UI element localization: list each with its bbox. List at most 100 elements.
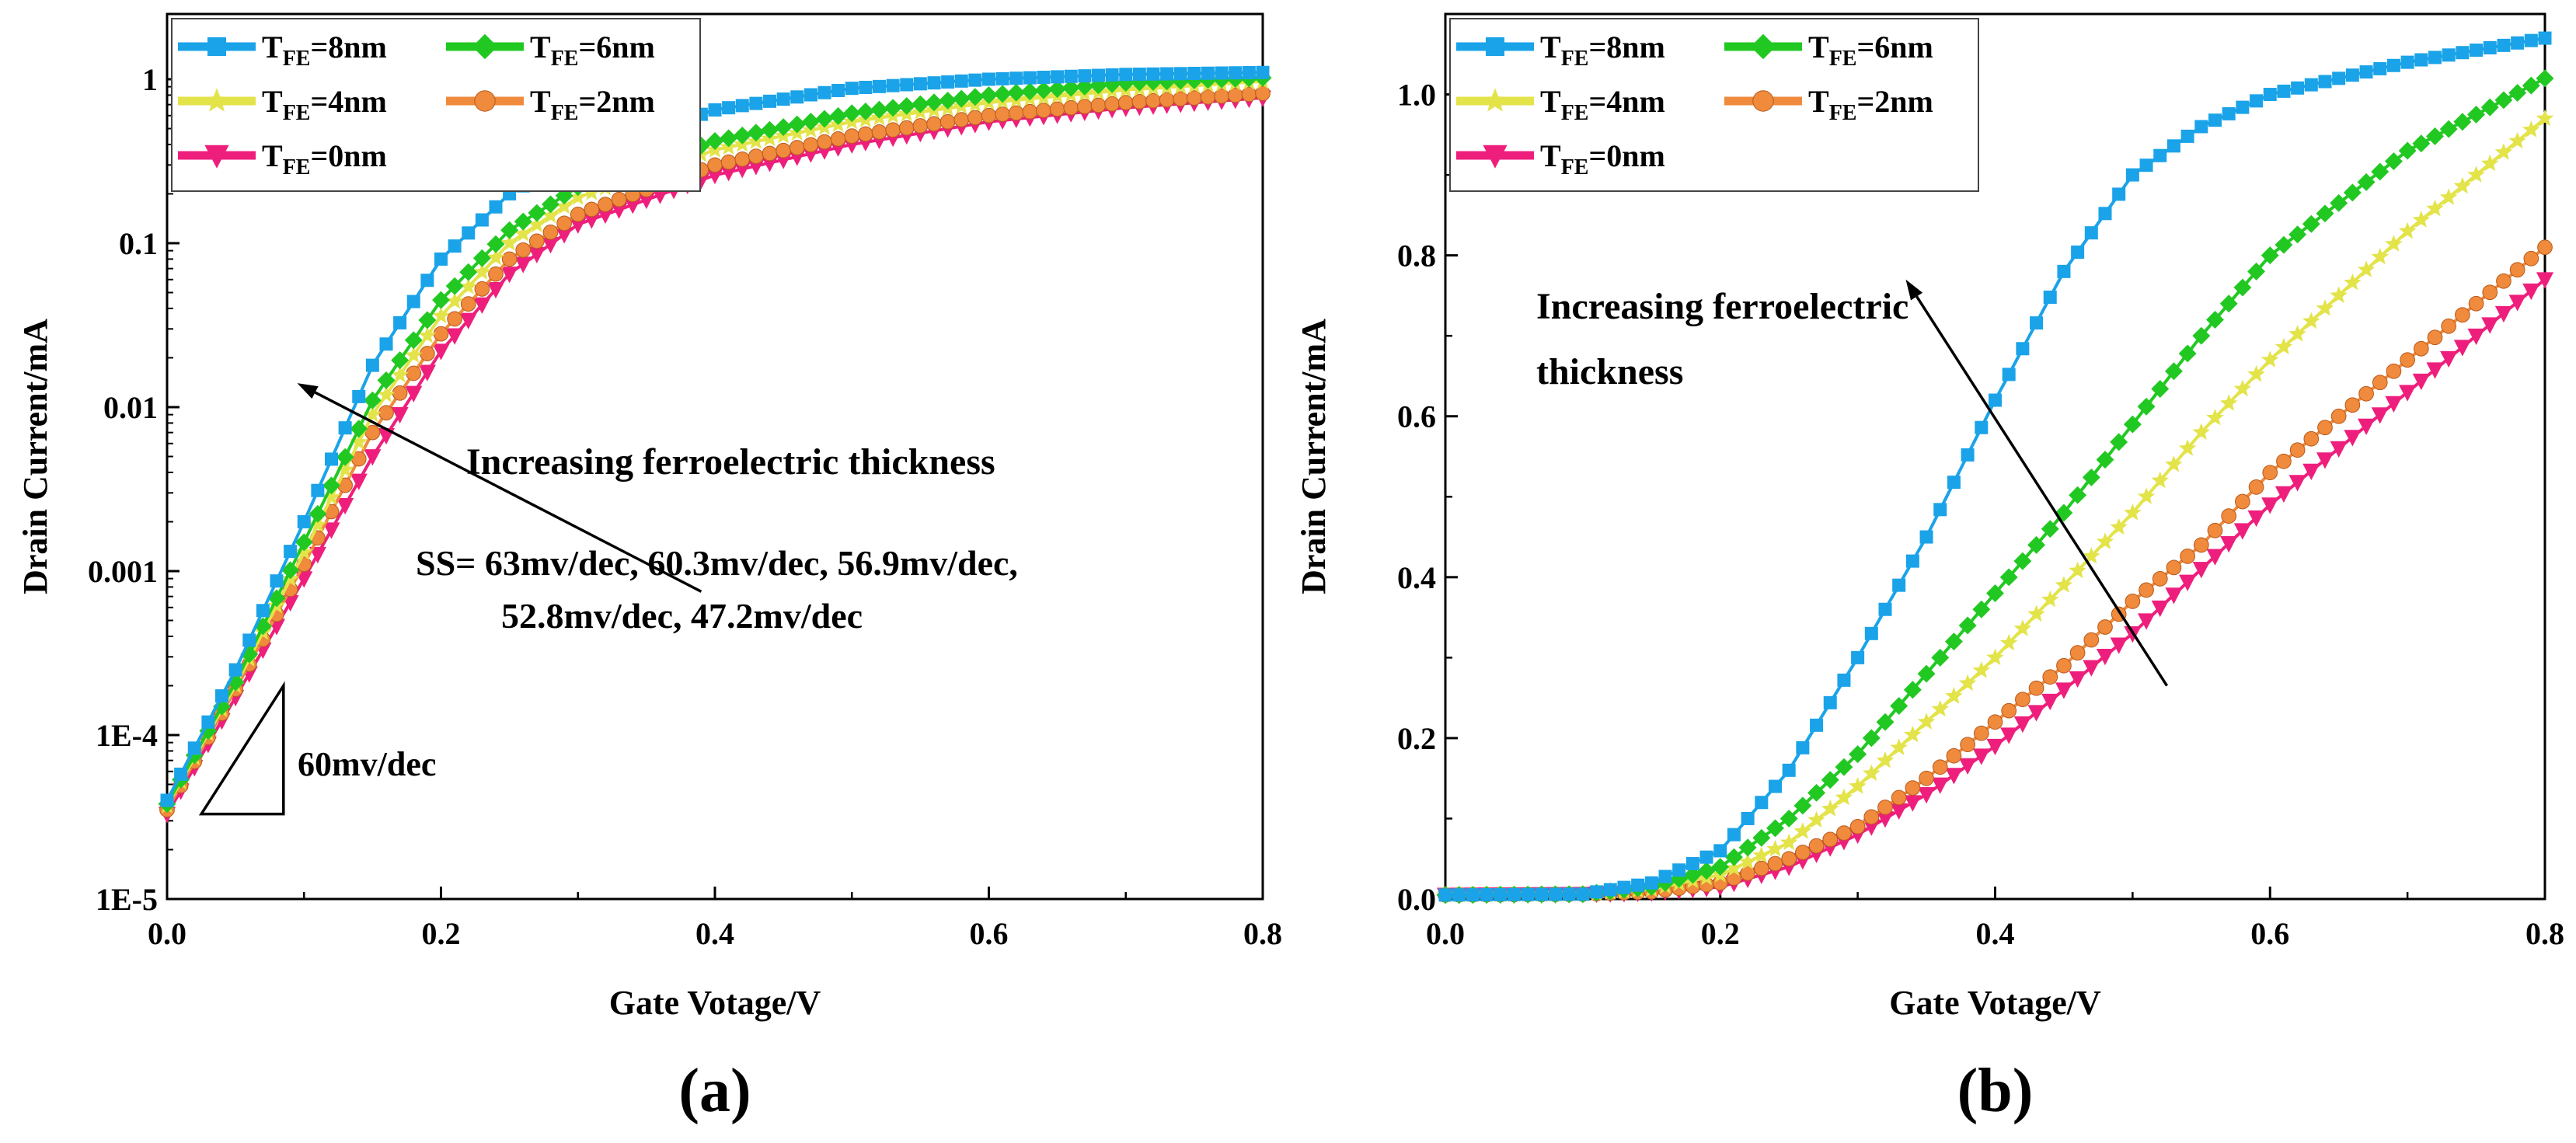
panel-b-t8-point (1603, 883, 1617, 897)
panel-a-t4-point (432, 306, 450, 324)
panel-a-t2-point (598, 197, 613, 212)
panel-a-t2-point (406, 365, 422, 382)
panel-a-t0-point (624, 197, 642, 214)
panel-a-t6-point (801, 113, 820, 131)
panel-b-t4-point (1931, 699, 1950, 717)
panel-b-t8-point (1727, 828, 1741, 842)
panel-a-t8-point (256, 604, 270, 618)
panel-a-t8-point (228, 663, 242, 677)
panel-a-t2-point (1131, 94, 1148, 110)
panel-b-t2-point (2523, 250, 2539, 267)
panel-b-t2-point (2235, 493, 2250, 510)
panel-b-t6-point (2426, 127, 2444, 145)
panel-a-y-tick-label: 0.01 (103, 390, 158, 425)
panel-a-t6-point (856, 102, 875, 120)
panel-b-t4-point (2055, 576, 2073, 593)
panel-a-t8-point (1105, 68, 1119, 82)
panel-a-y-tick-label: 0.001 (88, 554, 158, 589)
panel-b-t8-point (2456, 46, 2470, 60)
panel-b-t2-point (1987, 714, 2003, 730)
panel-a-t6-point (363, 391, 382, 409)
panel-b-t8-point (1521, 887, 1535, 901)
panel-b-t8-point (1549, 887, 1562, 901)
panel-b-t8-point (1452, 888, 1466, 902)
panel-a-t8-point (749, 96, 763, 110)
panel-a-legend: TFE=8nm TFE=6nm TFE=4nm TFE=2nm TFE=0nm (171, 18, 701, 192)
panel-b-t6-point (1807, 783, 1826, 802)
panel-b-t4-point (1917, 713, 1936, 730)
panel-b-t6-point (2055, 504, 2073, 522)
panel-b-t4-point (2494, 143, 2513, 160)
panel-b-t8-point (2277, 84, 2291, 98)
panel-a-t2-point (858, 126, 873, 142)
panel-b-t8-point (2194, 120, 2208, 134)
panel-b-series-t8 (1438, 31, 2552, 902)
panel-a-t4-point (528, 215, 546, 233)
panel-a-t6-point (308, 504, 327, 523)
panel-b-t0-point (1945, 768, 1963, 785)
panel-a-t8-point (284, 545, 298, 559)
panel-a-t6-point (459, 263, 478, 281)
panel-b-t8-point (1494, 887, 1508, 901)
panel-b-t4-point (2206, 408, 2224, 426)
panel-b-t8-point (2414, 53, 2428, 67)
panel-b-t6-point (2206, 310, 2224, 329)
panel-a-t8-point (1229, 66, 1243, 80)
panel-a-t0-point (500, 267, 518, 284)
panel-a-t8-point (859, 81, 873, 95)
panel-a-t6-point (377, 371, 396, 389)
panel-b-t0-point (2220, 535, 2238, 553)
panel-b-t6-point (2522, 76, 2540, 95)
panel-a-t0-point (542, 236, 559, 254)
panel-a-legend-entry-t8: TFE=8nm (178, 30, 387, 71)
panel-b-series-t6 (1436, 69, 2554, 904)
panel-b-t2-point (2166, 559, 2182, 576)
panel-b-series-t4-line (1445, 117, 2546, 897)
panel-a-t2-point (776, 142, 791, 159)
panel-a-t2-point (967, 110, 983, 126)
panel-a-t0-point (336, 498, 354, 515)
panel-a-t6-point (1144, 72, 1163, 91)
panel-a-t6-point (528, 204, 546, 222)
panel-b-t2-point (2468, 295, 2484, 312)
panel-a-t2-point (515, 242, 532, 258)
panel-a-t0-point (459, 312, 477, 329)
panel-b-t8-point (2057, 264, 2071, 278)
panel-a-t8-point (1187, 67, 1201, 81)
panel-a-t6-point (1103, 75, 1121, 93)
panel-a-t6-point (1048, 80, 1067, 99)
panel-b-t4-point (2096, 532, 2114, 549)
panel-a-x-axis-label: Gate Votage/V (609, 984, 821, 1022)
panel-a-legend-marker (207, 37, 226, 56)
panel-b-t8-point (1933, 503, 1947, 517)
panel-b-t0-point (2192, 562, 2210, 579)
panel-b-t4-point (2219, 394, 2238, 411)
panel-a-y-tick-label: 1E-4 (96, 718, 158, 753)
panel-a-t6-point (1034, 81, 1053, 99)
panel-b-t4-point (2137, 487, 2156, 504)
panel-a-t6-point (842, 104, 861, 123)
panel-b-y-tick-label: 0.8 (1397, 239, 1436, 274)
panel-b-series-t2-line (1445, 246, 2546, 897)
panel-b-t8-point (2166, 139, 2180, 153)
panel-b-t0-point (2358, 418, 2376, 436)
panel-b-t0-point (2206, 549, 2224, 566)
panel-b-t6-point (2164, 362, 2183, 381)
panel-a-t0-point (473, 297, 491, 315)
panel-b-t8-point (1466, 888, 1480, 902)
panel-b-t2-point (2139, 582, 2154, 598)
panel-b-t0-point (2274, 486, 2292, 504)
panel-a-t8-point (1064, 69, 1078, 83)
panel-b-t0-point (2247, 510, 2265, 528)
panel-a-t8-point (1037, 70, 1051, 84)
panel-a-x-tick-label: 0.4 (695, 916, 734, 951)
panel-b-x-tick-label: 0.6 (2250, 916, 2289, 951)
panel-a-t8-point (1256, 65, 1270, 79)
panel-b-annotations: Increasing ferroelectric thickness (1536, 279, 2169, 687)
panel-b-t0-point (2412, 373, 2430, 391)
panel-a-t6-point (542, 195, 559, 214)
panel-b-t2-point (2028, 680, 2044, 696)
panel-b-t6-point (1766, 819, 1784, 838)
panel-b-t4-point (2233, 379, 2252, 397)
panel-a-t0-point (308, 546, 326, 564)
